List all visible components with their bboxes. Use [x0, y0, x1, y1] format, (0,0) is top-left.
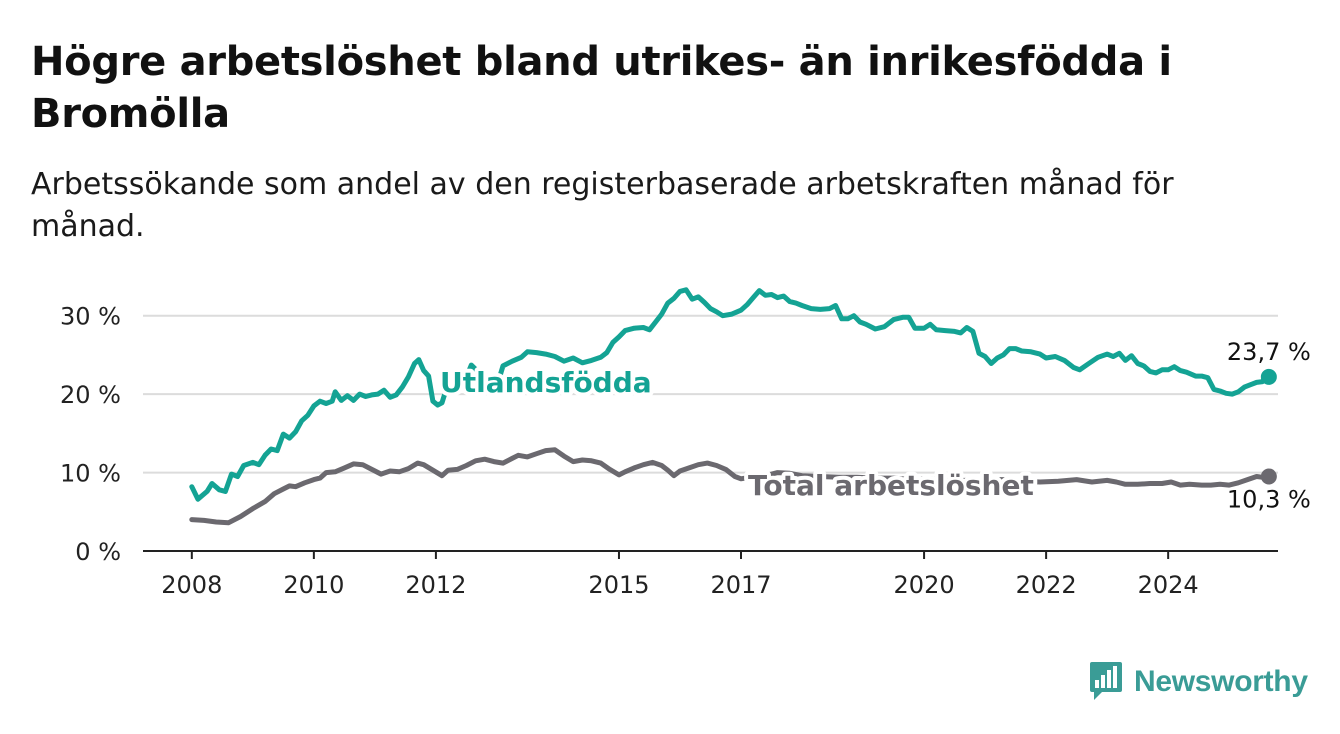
series-end-value-label: 10,3 %	[1227, 485, 1311, 513]
series-end-marker	[1260, 468, 1277, 485]
y-axis: 0 % 10 % 20 % 30 %	[60, 303, 121, 566]
y-tick-label: 10 %	[60, 460, 121, 488]
x-tick-label: 2022	[1016, 571, 1077, 599]
chart-subtitle: Arbetssökande som andel av den registerb…	[31, 167, 1174, 244]
grid-lines	[143, 314, 1278, 474]
series-end-value-label: 23,7 %	[1227, 338, 1311, 366]
series-line	[189, 447, 1272, 526]
x-tick-label: 2024	[1138, 571, 1199, 599]
series-line	[189, 287, 1272, 502]
brand-name: Newsworthy	[1134, 665, 1308, 698]
x-tick-label: 2012	[405, 571, 466, 599]
x-tick-label: 2008	[161, 571, 222, 599]
y-tick-label: 0 %	[75, 538, 121, 566]
series-lines	[189, 287, 1277, 526]
series-end-marker	[1260, 368, 1277, 385]
newsworthy-logo: Newsworthy	[1088, 660, 1308, 704]
series-name-label: Utlandsfödda	[440, 366, 652, 399]
series-name-label: Total arbetslöshet	[748, 469, 1034, 502]
bar-chart-icon	[1090, 662, 1122, 700]
x-tick-label: 2010	[283, 571, 344, 599]
x-tick-label: 2015	[588, 571, 649, 599]
series-name-halo: Total arbetslöshet	[748, 469, 1034, 502]
series-name-halo: Utlandsfödda	[440, 366, 652, 399]
chart-title: Högre arbetslöshet bland utrikes- än inr…	[31, 39, 1172, 137]
y-tick-label: 30 %	[60, 303, 121, 331]
x-tick-label: 2017	[710, 571, 771, 599]
y-tick-label: 20 %	[60, 381, 121, 409]
x-tick-label: 2020	[894, 571, 955, 599]
x-axis: 2008 2010 2012 2015 2017 2020 2022 2024	[143, 550, 1278, 599]
